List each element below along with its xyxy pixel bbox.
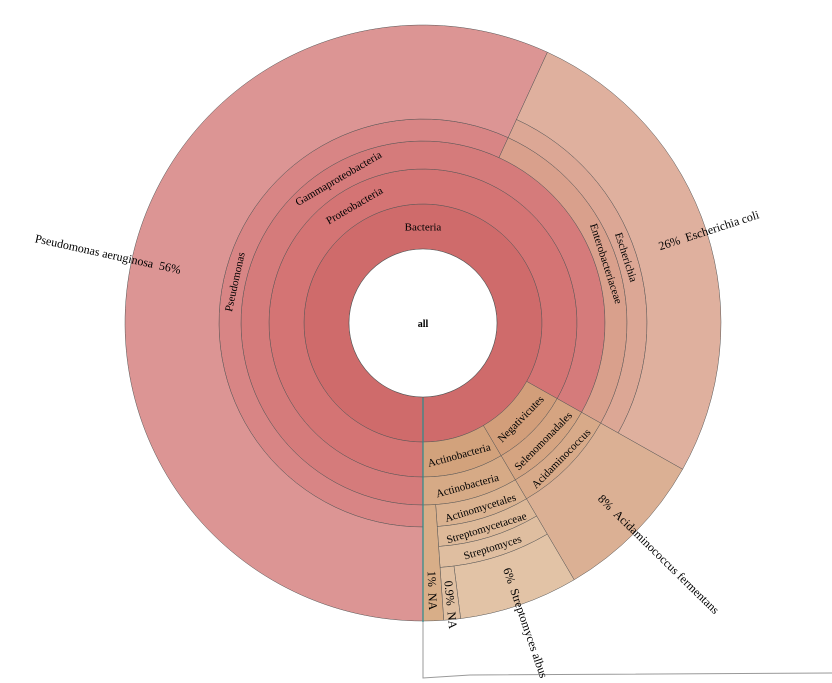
- leaf-label-na: 1% NA: [425, 571, 440, 611]
- wedge-pseudomonas-aeruginosa-leaf[interactable]: [124, 24, 548, 622]
- leaf-name: NA: [444, 611, 460, 630]
- leaf-name: NA: [425, 593, 440, 611]
- center-hole[interactable]: [348, 248, 498, 398]
- leaf-percent: 0.9%: [441, 580, 457, 606]
- wedges: [124, 24, 722, 622]
- leaf-percent: 26%: [657, 233, 682, 253]
- leaf-percent: 6%: [500, 566, 518, 586]
- leaf-percent: 1%: [425, 571, 440, 587]
- leaf-label-na: 0.9% NA: [441, 580, 460, 630]
- wedge-escherichia-coli-leaf[interactable]: [516, 51, 722, 470]
- leaf-label-acidaminococcus-fermentans: 8% Acidaminococcus fermentans: [595, 492, 722, 617]
- leaf-name: Acidaminococcus fermentans: [611, 507, 723, 617]
- details-box-outline: [422, 622, 832, 679]
- label-bacteria: Bacteria: [405, 222, 442, 234]
- leaf-percent: 56%: [158, 258, 182, 276]
- center-label: all: [418, 319, 429, 330]
